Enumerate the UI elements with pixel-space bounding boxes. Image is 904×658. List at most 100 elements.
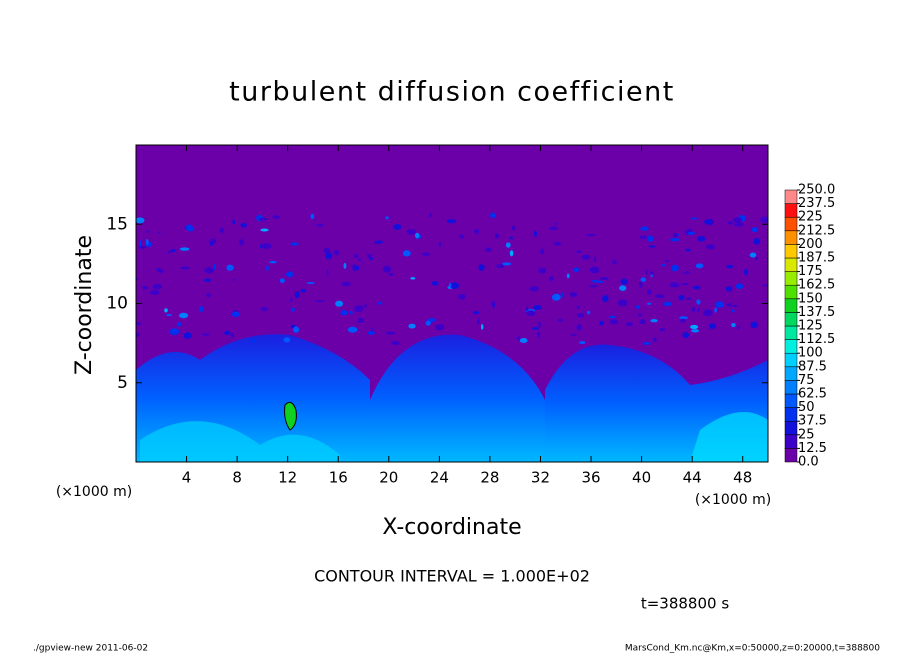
colorbar-segment — [784, 230, 798, 245]
field-blob — [166, 313, 173, 317]
field-blob — [669, 282, 680, 288]
colorbar-label: 62.5 — [798, 387, 827, 402]
y-tick-label: 10 — [106, 294, 128, 314]
field-blob — [726, 264, 734, 269]
field-blob — [749, 252, 757, 258]
colorbar-label: 50 — [798, 400, 815, 415]
field-blob — [410, 277, 416, 280]
field-blob — [204, 267, 215, 274]
field-blob — [473, 228, 480, 234]
field-swirl — [140, 421, 340, 462]
field-blob — [146, 230, 149, 233]
colorbar-label: 250.0 — [798, 183, 835, 198]
field-blob — [262, 242, 272, 249]
field-blob — [226, 264, 234, 271]
field-blob — [136, 321, 142, 326]
field-blob — [704, 219, 713, 225]
field-blob — [645, 269, 649, 275]
field-blob — [203, 278, 212, 282]
x-tick-label: 28 — [480, 469, 499, 487]
field-blob — [569, 292, 578, 297]
field-blob — [152, 284, 163, 290]
field-blob — [402, 250, 411, 257]
field-blob — [599, 320, 605, 326]
field-blob — [639, 319, 646, 325]
field-blob — [310, 213, 315, 220]
field-blob — [673, 232, 678, 238]
field-blob — [646, 302, 652, 305]
contour-interval: CONTOUR INTERVAL = 1.000E+02 — [314, 567, 590, 586]
field-blob — [279, 278, 285, 284]
field-blob — [753, 237, 761, 245]
field-blob — [258, 217, 269, 221]
field-blob — [529, 286, 539, 292]
field-mound — [370, 334, 545, 462]
field-blob — [349, 310, 353, 315]
field-blob — [586, 310, 591, 315]
field-blob — [169, 328, 180, 336]
colorbar-segment — [784, 420, 798, 436]
y-tick-label: 5 — [117, 373, 128, 393]
field-blob — [602, 295, 609, 303]
field-blob — [219, 227, 224, 233]
field-blob — [167, 250, 171, 254]
field-blob — [725, 286, 733, 292]
field-swirl — [690, 412, 768, 462]
field-blob — [449, 282, 460, 290]
field-blob — [650, 274, 653, 278]
field-blob — [648, 245, 656, 248]
field-blob — [762, 284, 768, 287]
field-blob — [646, 289, 652, 295]
field-blob — [589, 284, 598, 288]
field-blob — [315, 299, 325, 303]
field-blob — [505, 242, 511, 248]
field-blob — [266, 265, 269, 272]
field-blob — [286, 271, 294, 278]
x-tick-label: 32 — [531, 469, 550, 487]
x-unit-label: (×1000 m) — [56, 484, 132, 500]
y-axis-label: Z-coordinate — [72, 235, 97, 375]
field-blob — [446, 219, 457, 224]
field-blob — [458, 293, 466, 300]
colorbar-segment — [784, 216, 798, 232]
colorbar-label: 0.0 — [798, 455, 819, 470]
x-tick-label: 16 — [329, 469, 348, 487]
field-blob — [232, 309, 239, 313]
field-blob — [136, 277, 139, 281]
field-blob — [532, 305, 542, 310]
field-blob — [325, 252, 333, 260]
field-blob — [554, 222, 558, 226]
colorbar-label: 87.5 — [798, 359, 827, 374]
field-blob — [354, 305, 364, 312]
field-blob — [480, 323, 484, 330]
field-blob — [553, 242, 562, 246]
field-blob — [642, 341, 651, 345]
field-blob — [663, 301, 672, 307]
field-blob — [691, 329, 700, 333]
field-blob — [682, 271, 690, 274]
field-blob — [659, 328, 666, 332]
field-blob — [538, 267, 547, 274]
field-blob — [364, 304, 367, 308]
field-blob — [406, 229, 417, 235]
field-blob — [599, 277, 609, 281]
field-blob — [576, 250, 582, 254]
field-blob — [573, 267, 580, 273]
field-blob — [626, 322, 633, 327]
field-blob — [650, 318, 658, 323]
colorbar-segment — [784, 189, 798, 204]
field-blob — [224, 330, 231, 336]
field-blob — [509, 250, 514, 257]
field-blob — [269, 260, 278, 264]
colorbar-segment — [784, 203, 798, 218]
field-blob — [708, 323, 717, 329]
colorbar-segment — [784, 271, 798, 286]
field-blob — [620, 278, 628, 285]
footer-left: ./gpview-new 2011-06-02 — [33, 644, 148, 654]
field-blob — [682, 332, 690, 339]
field-blob — [142, 285, 149, 290]
field — [136, 145, 768, 462]
field-blob — [323, 247, 331, 254]
field-blob — [639, 235, 647, 240]
field-blob — [232, 278, 236, 281]
